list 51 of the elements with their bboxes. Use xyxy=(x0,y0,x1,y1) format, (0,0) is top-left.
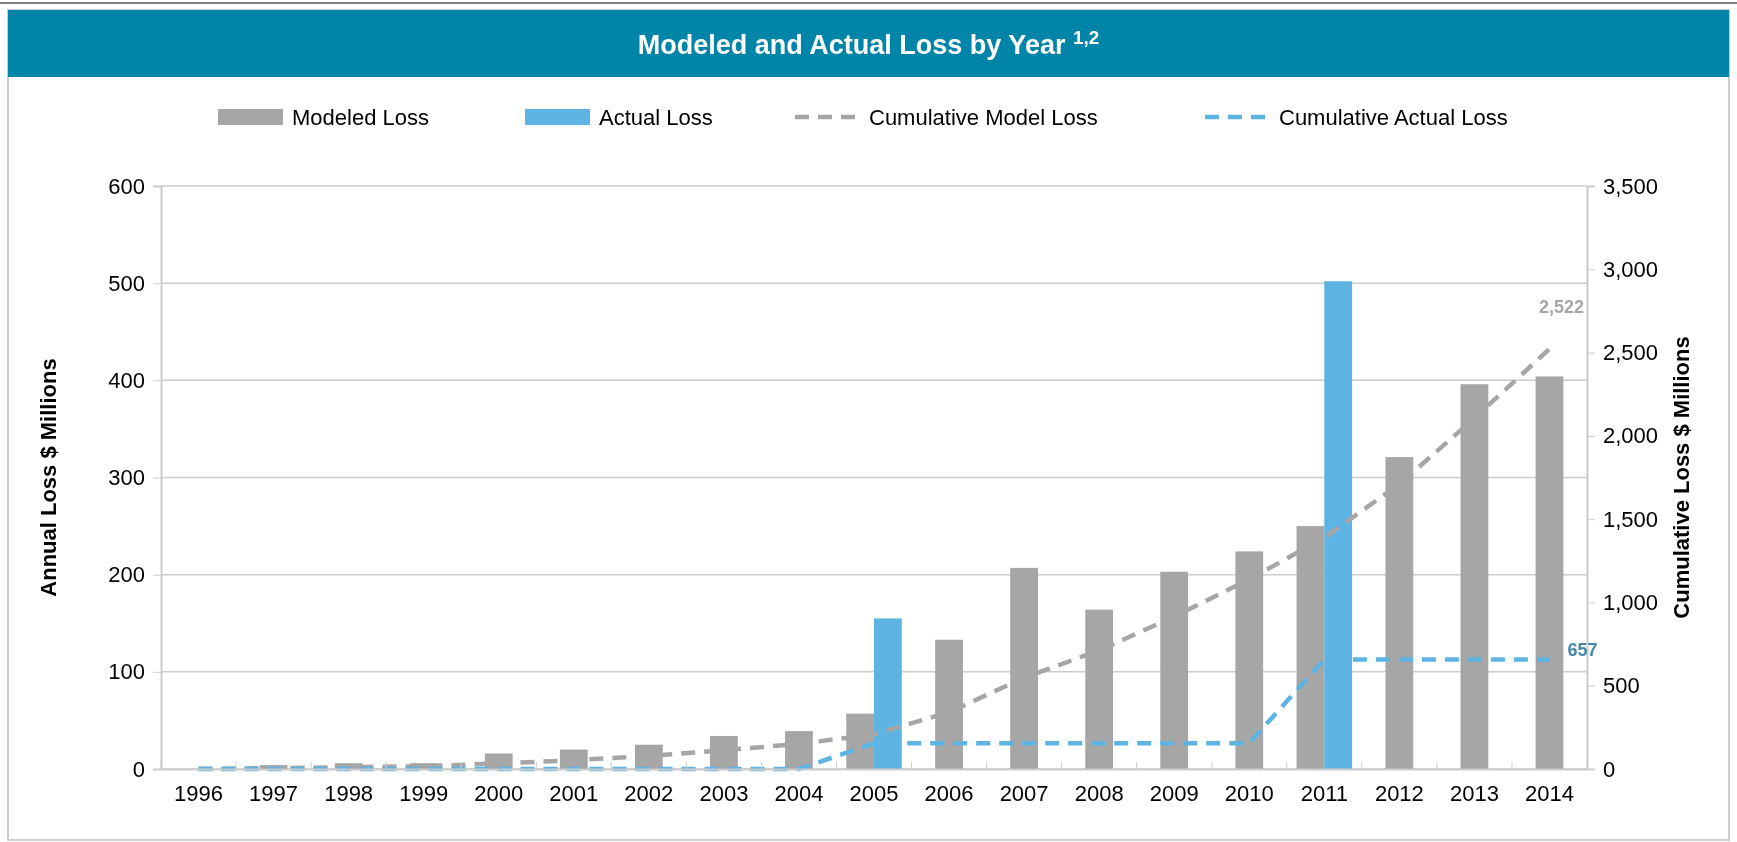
x-tick-label: 2009 xyxy=(1149,780,1199,806)
x-tick-label: 2013 xyxy=(1449,780,1499,806)
x-tick-label: 2005 xyxy=(849,780,899,806)
x-tick-label: 2008 xyxy=(1074,780,1124,806)
y2-tick-label: 0 xyxy=(1603,756,1616,782)
bar xyxy=(1235,551,1264,769)
x-tick-label: 2003 xyxy=(699,780,749,806)
y2-tick-label: 500 xyxy=(1603,673,1640,699)
y-tick-label: 600 xyxy=(108,173,145,199)
y-tick-label: 100 xyxy=(108,659,145,685)
legend-label: Cumulative Model Loss xyxy=(869,105,1098,130)
x-tick-label: 2010 xyxy=(1224,780,1274,806)
data-label: 2,522 xyxy=(1538,296,1584,317)
y-tick-label: 300 xyxy=(108,465,145,491)
bar xyxy=(1085,609,1114,769)
x-tick-label: 2000 xyxy=(474,780,524,806)
x-tick-label: 2002 xyxy=(624,780,674,806)
y2-tick-label: 1,500 xyxy=(1603,506,1659,532)
bar xyxy=(935,639,963,769)
x-tick-label: 2014 xyxy=(1525,780,1574,806)
x-tick-label: 1998 xyxy=(324,780,374,806)
x-tick-label: 1996 xyxy=(174,780,223,806)
x-tick-label: 1997 xyxy=(249,780,299,806)
y-axis-title: Annual Loss $ Millions xyxy=(36,358,61,597)
y-tick-label: 0 xyxy=(132,756,145,782)
legend-label: Cumulative Actual Loss xyxy=(1279,105,1508,130)
bar xyxy=(1385,457,1414,769)
x-tick-label: 2012 xyxy=(1374,780,1424,806)
y2-tick-label: 3,500 xyxy=(1603,173,1659,199)
legend-label: Actual Loss xyxy=(599,105,713,130)
legend-label: Modeled Loss xyxy=(292,105,429,130)
x-tick-label: 2004 xyxy=(774,780,824,806)
y2-tick-label: 2,500 xyxy=(1603,340,1659,366)
y-tick-label: 200 xyxy=(108,562,145,588)
x-tick-label: 2001 xyxy=(549,780,599,806)
bar xyxy=(1160,571,1189,769)
y2-axis-title: Cumulative Loss $ Millions xyxy=(1669,336,1694,619)
x-tick-label: 2011 xyxy=(1300,780,1348,806)
bar xyxy=(1010,567,1038,769)
x-tick-label: 2007 xyxy=(999,780,1049,806)
y2-tick-label: 2,000 xyxy=(1603,423,1659,449)
y-tick-label: 500 xyxy=(108,270,145,296)
bar xyxy=(1535,376,1564,769)
y-tick-label: 400 xyxy=(108,367,145,393)
data-label: 657 xyxy=(1567,639,1598,660)
chart-title: Modeled and Actual Loss by Year $^{1,2}$ xyxy=(637,26,1100,60)
x-tick-label: 1999 xyxy=(399,780,449,806)
x-tick-label: 2006 xyxy=(924,780,974,806)
bar xyxy=(1460,384,1489,769)
y2-tick-label: 3,000 xyxy=(1603,256,1659,282)
y2-tick-label: 1,000 xyxy=(1603,589,1659,615)
